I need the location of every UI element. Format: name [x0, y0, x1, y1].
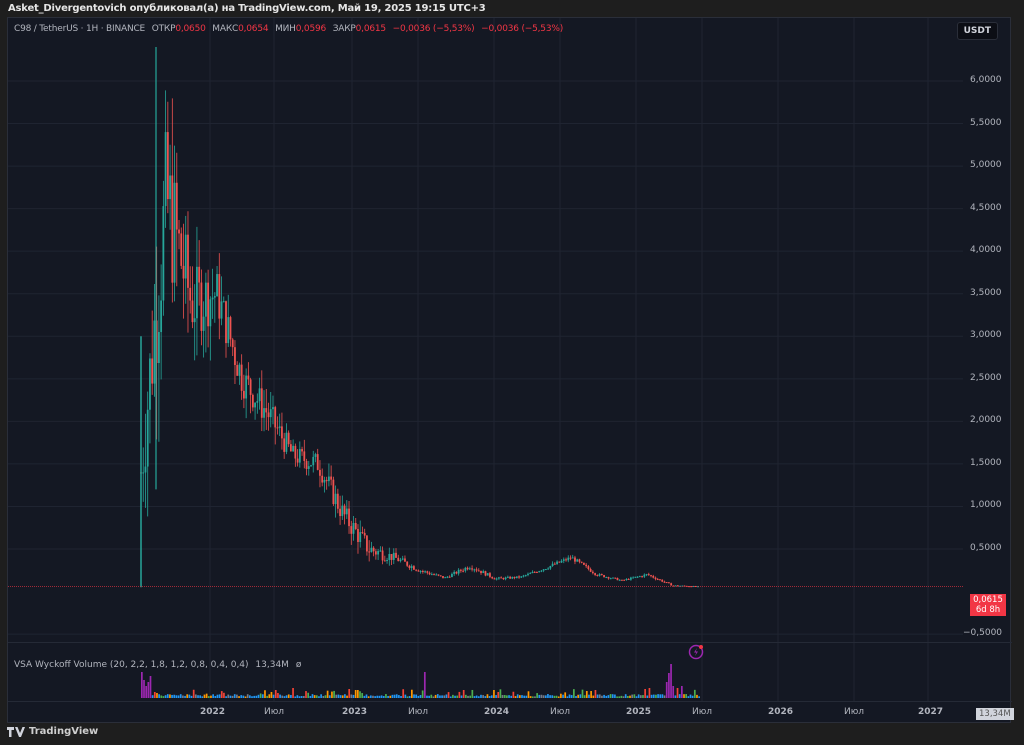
time-axis-separator — [8, 701, 1012, 702]
chart-canvas[interactable] — [8, 18, 1012, 724]
symbol-legend: C98 / TetherUS · 1H · BINANCE ОТКР0,0650… — [14, 24, 564, 34]
price-tick-label: 0,5000 — [970, 543, 1002, 553]
close-value: 0,0615 — [355, 24, 386, 34]
tradingview-logo-icon — [7, 726, 25, 737]
price-tick-label: 5,0000 — [970, 160, 1002, 171]
time-tick-label: Июл — [264, 707, 285, 717]
price-tick-label: 4,5000 — [970, 202, 1002, 213]
brand-name: TradingView — [29, 726, 99, 737]
time-tick-label: 2023 — [342, 707, 368, 717]
tradingview-logo[interactable]: TradingView — [7, 726, 98, 737]
price-tick-label: 1,5000 — [970, 457, 1002, 468]
lightning-alert-icon — [688, 644, 704, 660]
price-tick-label: 6,0000 — [970, 75, 1002, 85]
time-tick-label: 2026 — [768, 707, 794, 717]
price-tick-label: 4,0000 — [970, 245, 1002, 256]
price-tick-label: −0,5000 — [963, 628, 1003, 639]
change-value-2: −0,0036 (−5,53%) — [481, 24, 564, 34]
indicator-value: 13,34M — [255, 660, 289, 670]
time-tick-label: Июл — [844, 707, 865, 717]
volume-bars — [141, 664, 700, 698]
time-tick-label: 2027 — [918, 707, 944, 717]
change-value: −0,0036 (−5,53%) — [392, 24, 475, 34]
open-value: 0,0650 — [175, 24, 206, 34]
symbol-name[interactable]: C98 / TetherUS · 1H · BINANCE — [14, 24, 146, 34]
bar-countdown: 6d 8h — [975, 605, 1001, 615]
time-tick-label: 2022 — [200, 707, 226, 717]
indicator-name: VSA Wyckoff Volume (20, 2,2, 1,8, 1,2, 0… — [14, 660, 249, 670]
volume-indicator-legend[interactable]: VSA Wyckoff Volume (20, 2,2, 1,8, 1,2, 0… — [14, 660, 301, 670]
price-tick-label: 2,5000 — [970, 372, 1002, 383]
high-value: 0,0654 — [238, 24, 269, 34]
published-line: Asket_Divergentovich опубликовал(а) на T… — [8, 3, 486, 14]
low-value: 0,0596 — [295, 24, 327, 34]
price-tick-label: 3,0000 — [970, 330, 1002, 341]
price-tick-label: 3,5000 — [970, 287, 1002, 298]
current-price-value: 0,0615 — [973, 595, 1003, 605]
time-tick-label: 2025 — [626, 707, 652, 717]
currency-button[interactable]: USDT — [956, 22, 998, 40]
price-tick-label: 5,5000 — [970, 117, 1002, 128]
grid-lines — [8, 18, 963, 701]
time-tick-label: Июл — [550, 707, 571, 717]
time-tick-label: Июл — [408, 707, 429, 717]
volume-axis-tag: 13,34M — [976, 708, 1014, 720]
hide-indicator-icon[interactable]: ø — [295, 660, 302, 670]
pane-separator[interactable] — [8, 642, 1012, 643]
price-candles — [140, 46, 699, 588]
chart-frame[interactable]: C98 / TetherUS · 1H · BINANCE ОТКР0,0650… — [7, 17, 1014, 724]
time-tick-label: Июл — [692, 707, 713, 717]
current-price-tag: 0,0615 6d 8h — [970, 594, 1006, 616]
price-tick-label: 2,0000 — [970, 415, 1002, 426]
time-tick-label: 2024 — [484, 707, 510, 717]
price-tick-label: 1,0000 — [970, 500, 1002, 511]
